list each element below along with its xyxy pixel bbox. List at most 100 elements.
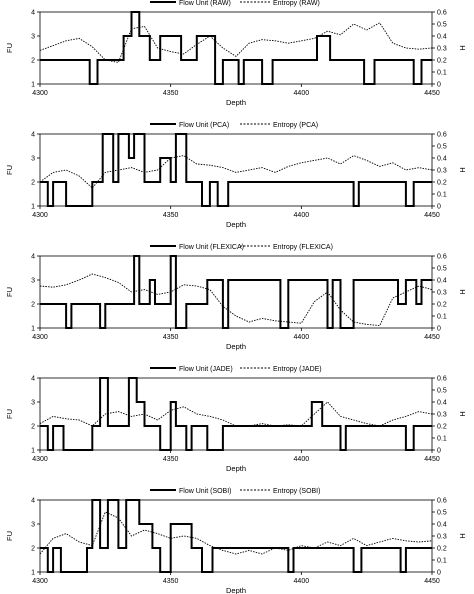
y2-tick-label: 0.2 <box>437 302 447 309</box>
y2-tick-label: 0.3 <box>437 290 447 297</box>
y2-tick-label: 0.4 <box>437 400 447 407</box>
legend-label: Flow Unit (PCA) <box>179 122 229 129</box>
y2-tick-label: 0.4 <box>437 522 447 529</box>
x-axis-label: Depth <box>226 98 246 107</box>
y2-axis-label: H <box>458 167 467 172</box>
x-tick-label: 4350 <box>163 212 179 219</box>
y2-tick-label: 0.4 <box>437 34 447 41</box>
x-tick-label: 4450 <box>424 90 440 97</box>
y2-tick-label: 0 <box>437 204 441 211</box>
y-tick-label: 4 <box>31 132 35 139</box>
y-tick-label: 3 <box>31 278 35 285</box>
series-line-flow-unit <box>40 377 432 451</box>
plot-area <box>39 133 433 207</box>
y-tick-label: 2 <box>31 58 35 65</box>
x-tick-label: 4300 <box>32 212 48 219</box>
series-line-entropy <box>39 273 433 327</box>
y2-tick-label: 0.2 <box>437 180 447 187</box>
x-tick-label: 4450 <box>424 334 440 341</box>
legend-label: Entropy (SOBI) <box>273 488 320 495</box>
legend-label: Flow Unit (JADE) <box>179 366 233 373</box>
y-tick-label: 2 <box>31 180 35 187</box>
y2-tick-label: 0.3 <box>437 412 447 419</box>
y-tick-label: 3 <box>31 156 35 163</box>
y2-tick-label: 0.6 <box>437 498 447 505</box>
y2-tick-label: 0 <box>437 448 441 455</box>
y-tick-label: 1 <box>31 448 35 455</box>
x-tick-label: 4450 <box>424 212 440 219</box>
y2-tick-label: 0.2 <box>437 58 447 65</box>
y-tick-label: 3 <box>31 34 35 41</box>
y-axis-label: FU <box>5 409 14 419</box>
y-tick-label: 4 <box>31 376 35 383</box>
y-axis-label: FU <box>5 287 14 297</box>
y2-tick-label: 0.6 <box>437 132 447 139</box>
y2-tick-label: 0.2 <box>437 546 447 553</box>
y-tick-label: 4 <box>31 254 35 261</box>
plot-area <box>39 499 433 573</box>
x-tick-label: 4400 <box>294 90 310 97</box>
y2-tick-label: 0.5 <box>437 144 447 151</box>
legend-label: Entropy (JADE) <box>273 366 322 373</box>
legend: Flow Unit (PCA) Entropy (PCA) <box>150 122 318 129</box>
series-line-flow-unit <box>40 133 432 207</box>
y-tick-label: 1 <box>31 326 35 333</box>
series-line-entropy <box>39 22 433 63</box>
legend: Flow Unit (FLEXICA) Entropy (FLEXICA) <box>150 244 333 251</box>
legend-label: Entropy (FLEXICA) <box>273 244 333 251</box>
legend: Flow Unit (SOBI) Entropy (SOBI) <box>150 488 320 495</box>
series-line-entropy <box>39 511 433 555</box>
series-line-entropy <box>39 401 433 427</box>
y-tick-label: 3 <box>31 400 35 407</box>
y2-tick-label: 0.4 <box>437 156 447 163</box>
legend-label: Flow Unit (SOBI) <box>179 488 232 495</box>
legend-label: Entropy (RAW) <box>273 0 320 7</box>
y2-tick-label: 0.1 <box>437 192 447 199</box>
y2-tick-label: 0.5 <box>437 388 447 395</box>
x-tick-label: 4300 <box>32 334 48 341</box>
y-tick-label: 1 <box>31 570 35 577</box>
x-tick-label: 4400 <box>294 212 310 219</box>
panel-1: Flow Unit (RAW) Entropy (RAW) 1 2 3 4 0 0.1 0.2 0… <box>5 0 467 107</box>
y-tick-label: 1 <box>31 204 35 211</box>
y-tick-label: 3 <box>31 522 35 529</box>
y-tick-label: 2 <box>31 546 35 553</box>
panel-2: Flow Unit (PCA) Entropy (PCA) 1 2 3 4 0 0.1 0.2 0… <box>5 122 467 229</box>
y-tick-label: 1 <box>31 82 35 89</box>
x-axis-label: Depth <box>226 586 246 594</box>
x-tick-label: 4350 <box>163 456 179 463</box>
y-axis-label: FU <box>5 165 14 175</box>
y2-tick-label: 0.5 <box>437 510 447 517</box>
y2-axis-label: H <box>458 289 467 294</box>
plot-area <box>39 377 433 451</box>
x-tick-label: 4450 <box>424 456 440 463</box>
y-tick-label: 2 <box>31 302 35 309</box>
legend: Flow Unit (RAW) Entropy (RAW) <box>150 0 320 7</box>
x-axis-label: Depth <box>226 342 246 351</box>
legend-label: Entropy (PCA) <box>273 122 318 129</box>
series-line-flow-unit <box>40 11 432 85</box>
panel-5: Flow Unit (SOBI) Entropy (SOBI) 1 2 3 4 0 0.1 0.… <box>5 488 467 594</box>
plot-area <box>39 11 433 85</box>
y2-tick-label: 0.3 <box>437 534 447 541</box>
legend: Flow Unit (JADE) Entropy (JADE) <box>150 366 322 373</box>
y2-tick-label: 0.6 <box>437 376 447 383</box>
legend-label: Flow Unit (FLEXICA) <box>179 244 244 251</box>
x-tick-label: 4300 <box>32 456 48 463</box>
panel-3: Flow Unit (FLEXICA) Entropy (FLEXICA) 1 2 3 4… <box>5 244 467 351</box>
y2-axis-label: H <box>458 45 467 50</box>
x-tick-label: 4400 <box>294 334 310 341</box>
x-tick-label: 4350 <box>163 578 179 585</box>
y2-tick-label: 0 <box>437 82 441 89</box>
y2-tick-label: 0 <box>437 570 441 577</box>
plot-area <box>39 255 433 329</box>
y-tick-label: 2 <box>31 424 35 431</box>
y2-tick-label: 0.6 <box>437 10 447 17</box>
y2-tick-label: 0.6 <box>437 254 447 261</box>
x-tick-label: 4450 <box>424 578 440 585</box>
y-axis-label: FU <box>5 43 14 53</box>
series-line-entropy <box>39 155 433 189</box>
panel-4: Flow Unit (JADE) Entropy (JADE) 1 2 3 4 0 0.1 0.… <box>5 366 467 473</box>
x-tick-label: 4350 <box>163 334 179 341</box>
